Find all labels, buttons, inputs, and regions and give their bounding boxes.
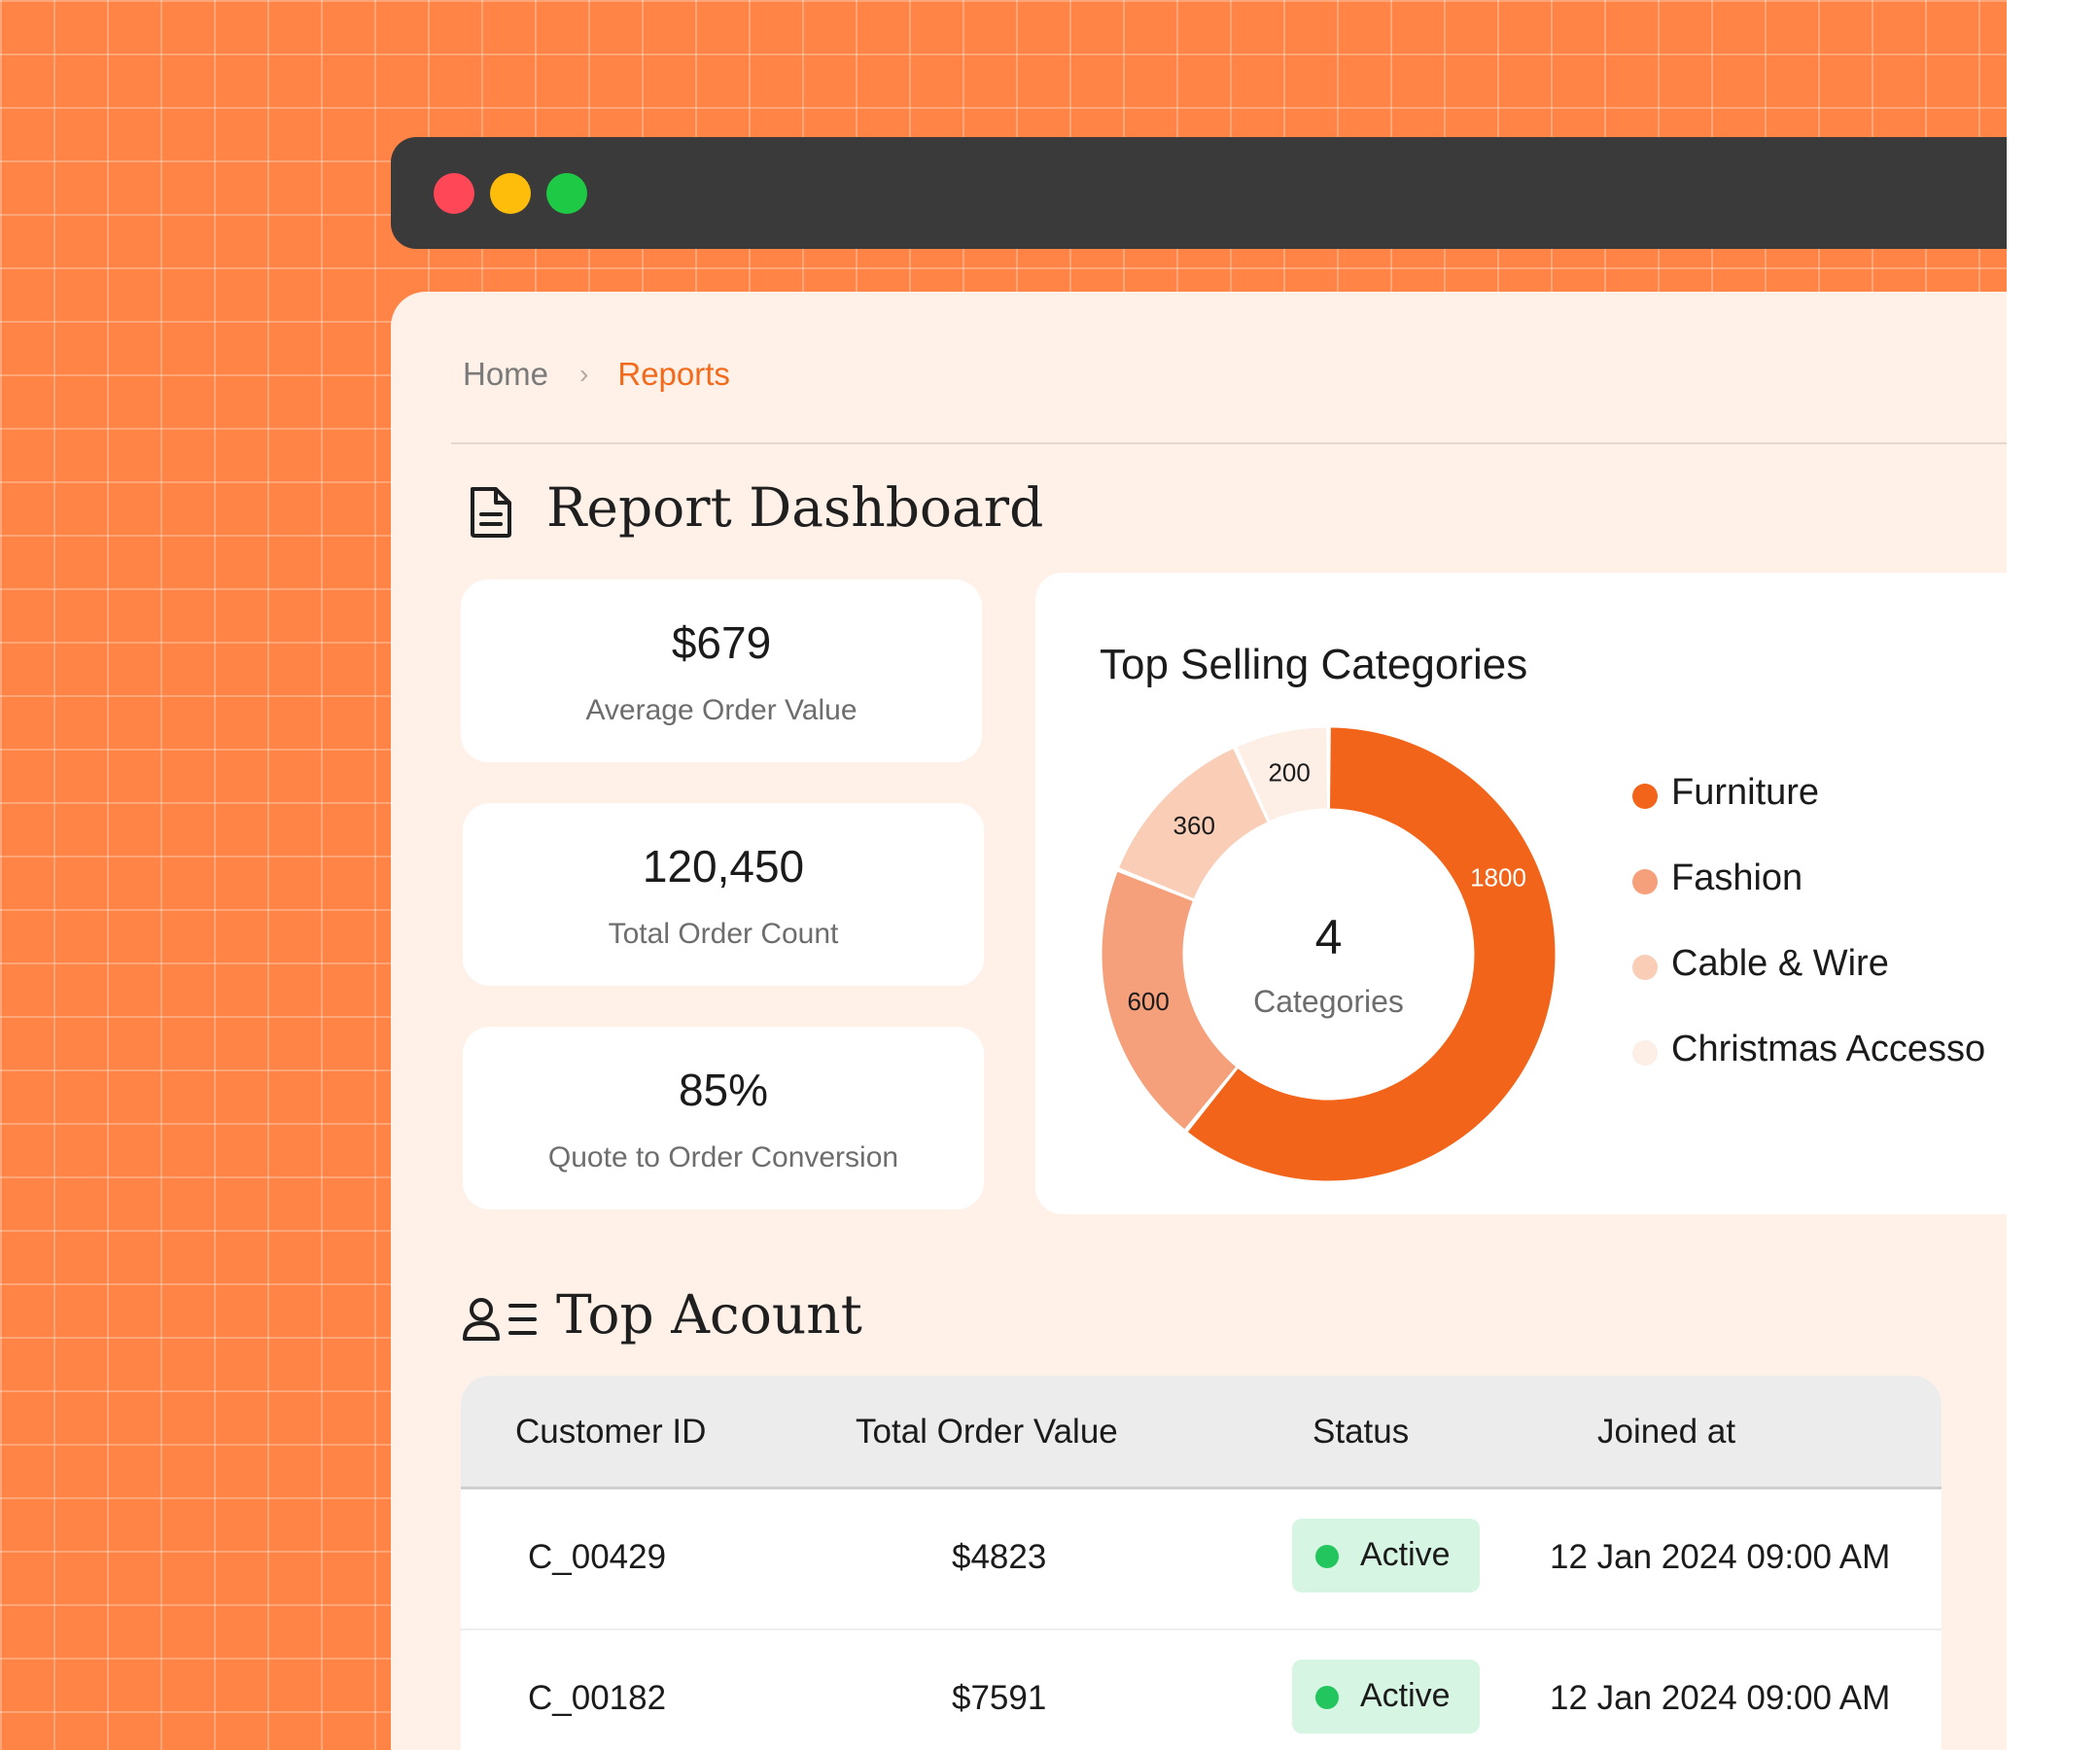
breadcrumb-divider	[451, 442, 2007, 444]
chart-title: Top Selling Categories	[1100, 641, 1528, 688]
column-header-total-order-value[interactable]: Total Order Value	[856, 1413, 1118, 1451]
legend-swatch	[1632, 955, 1658, 980]
section-title-top-account: Top Acount	[556, 1283, 862, 1346]
kpi-value: $679	[671, 617, 772, 668]
column-header-status[interactable]: Status	[1312, 1413, 1410, 1451]
top-selling-categories-card: Top Selling Categories 1800 600 360 200 4 C…	[1035, 573, 2007, 1214]
donut-slice-fashion[interactable]	[1102, 871, 1237, 1130]
chevron-right-icon: ›	[579, 359, 589, 389]
customer-id-cell: C_00182	[528, 1679, 667, 1717]
status-text: Active	[1360, 1536, 1451, 1573]
legend-swatch	[1632, 1040, 1658, 1066]
kpi-value: 85%	[678, 1065, 769, 1115]
donut-data-label: 360	[1173, 811, 1215, 840]
donut-data-label: 1800	[1470, 863, 1526, 892]
order-value-cell: $4823	[952, 1538, 1047, 1576]
donut-data-label: 600	[1127, 987, 1169, 1016]
donut-slice-furniture[interactable]	[1187, 727, 1556, 1181]
legend-swatch	[1632, 784, 1658, 809]
top-accounts-table: Customer ID Total Order Value Status Joi…	[461, 1376, 1942, 1750]
status-dot	[1315, 1686, 1339, 1709]
page-title: Report Dashboard	[546, 476, 1044, 539]
document-icon	[471, 487, 511, 538]
kpi-label: Average Order Value	[585, 694, 858, 726]
status-badge: Active	[1292, 1519, 1480, 1592]
legend-swatch	[1632, 869, 1658, 894]
status-dot	[1315, 1545, 1339, 1568]
status-badge: Active	[1292, 1660, 1480, 1733]
maximize-window-button[interactable]	[546, 173, 587, 214]
table-header: Customer ID Total Order Value Status Joi…	[461, 1376, 1942, 1489]
customer-id-cell: C_00429	[528, 1538, 667, 1576]
breadcrumb-home-link[interactable]: Home	[463, 356, 549, 392]
legend-label: Cable & Wire	[1671, 943, 1889, 984]
donut-slice-christmas-accesso[interactable]	[1237, 727, 1327, 822]
minimize-window-button[interactable]	[490, 173, 531, 214]
status-text: Active	[1360, 1677, 1451, 1714]
close-window-button[interactable]	[434, 173, 474, 214]
donut-slice-cable-wire[interactable]	[1119, 749, 1268, 899]
legend-label: Furniture	[1671, 772, 1820, 813]
table-row[interactable]: C_00429 $4823 Active 12 Jan 2024 09:00 A…	[461, 1489, 1942, 1630]
kpi-label: Total Order Count	[608, 918, 839, 950]
kpi-card-quote-to-order-conversion: 85% Quote to Order Conversion	[463, 1027, 984, 1209]
user-list-icon	[463, 1298, 537, 1341]
kpi-card-average-order-value: $679 Average Order Value	[461, 579, 982, 762]
joined-at-cell: 12 Jan 2024 09:00 AM	[1550, 1538, 1891, 1576]
column-header-joined-at[interactable]: Joined at	[1597, 1413, 1736, 1451]
joined-at-cell: 12 Jan 2024 09:00 AM	[1550, 1679, 1891, 1717]
donut-center-value: 4	[1315, 910, 1343, 964]
column-header-customer-id[interactable]: Customer ID	[515, 1413, 707, 1451]
breadcrumb-current: Reports	[617, 356, 730, 392]
table-row[interactable]: C_00182 $7591 Active 12 Jan 2024 09:00 A…	[461, 1630, 1942, 1750]
breadcrumb: Home › Reports	[463, 356, 730, 393]
legend-label: Christmas Accesso	[1671, 1029, 1986, 1069]
kpi-card-total-order-count: 120,450 Total Order Count	[463, 803, 984, 986]
dashboard-content: Home › Reports Report Dashboard $679 Ave…	[391, 292, 2007, 1750]
kpi-label: Quote to Order Conversion	[547, 1141, 899, 1173]
donut-center-label: Categories	[1253, 984, 1404, 1019]
kpi-value: 120,450	[642, 841, 805, 892]
donut-chart: 1800 600 360 200 4 Categories	[1102, 727, 1556, 1181]
donut-data-label: 200	[1268, 757, 1310, 787]
legend-label: Fashion	[1671, 858, 1803, 898]
order-value-cell: $7591	[952, 1679, 1047, 1717]
window-titlebar	[391, 137, 2007, 249]
